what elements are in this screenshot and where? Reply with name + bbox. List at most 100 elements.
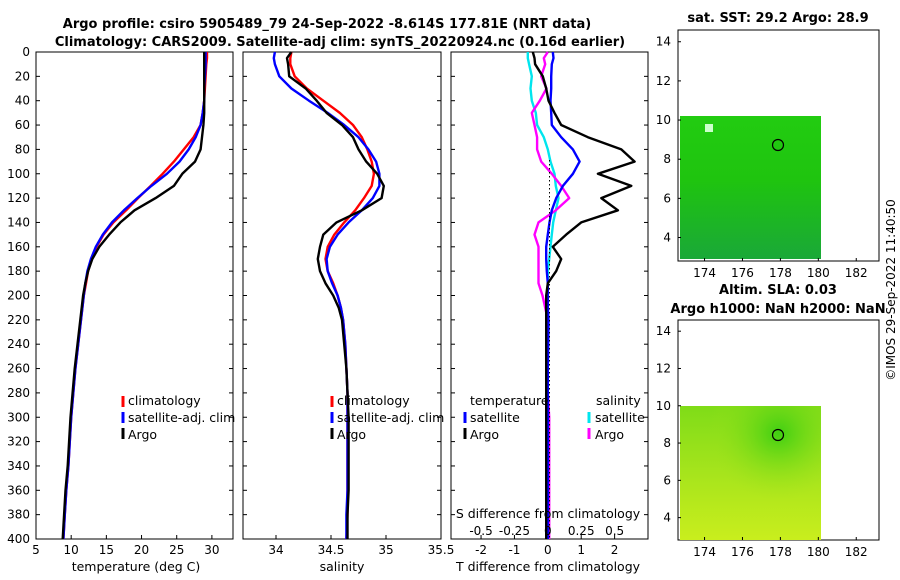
depth-tick-label: 340 — [7, 459, 30, 473]
temperature-tick-label: 10 — [64, 543, 79, 557]
temperature-tick-label: 20 — [134, 543, 149, 557]
legend-climatology: climatology — [337, 393, 410, 408]
map-lat-tick-label: 4 — [663, 511, 671, 525]
t-difference-argo-line — [531, 51, 636, 539]
temperature-tick-label: 25 — [169, 543, 184, 557]
depth-tick-label: 0 — [22, 45, 30, 59]
depth-tick-label: 300 — [7, 410, 30, 424]
sla-map-ticks: 174 176 178 180 182 4 6 8 10 12 14 — [656, 324, 868, 559]
legend-argo: Argo — [128, 427, 157, 442]
legend-climatology: climatology — [128, 393, 201, 408]
t-difference-axis-label: T difference from climatology — [455, 559, 641, 574]
s-difference-tick-label: 0.5 — [605, 524, 624, 538]
salinity-tick-label: 35.5 — [428, 543, 455, 557]
depth-tick-label: 120 — [7, 191, 30, 205]
difference-legend: temperature satellite Argo salinity sate… — [463, 393, 645, 442]
depth-tick-label: 100 — [7, 167, 30, 181]
depth-tick-label: 60 — [15, 118, 30, 132]
legend-t-argo: Argo — [470, 427, 499, 442]
difference-curves — [526, 51, 636, 539]
legend-t-satellite: satellite — [470, 410, 520, 425]
map-lat-tick-label: 14 — [656, 324, 671, 338]
sla-heatmap-high — [680, 406, 821, 540]
map-lat-tick-label: 8 — [663, 152, 671, 166]
depth-tick-label: 220 — [7, 313, 30, 327]
sla-map-title-2: Argo h1000: NaN h2000: NaN — [670, 302, 885, 317]
map-lat-tick-label: 10 — [656, 399, 671, 413]
temperature-argo-line — [61, 52, 206, 540]
salinity-tick-label: 35 — [378, 543, 393, 557]
s-difference-axis-label: S difference from climatology — [456, 506, 641, 521]
depth-tick-label: 260 — [7, 362, 30, 376]
depth-tick-label: 380 — [7, 508, 30, 522]
depth-tick-label: 200 — [7, 289, 30, 303]
title-line-2: Climatology: CARS2009. Satellite-adj cli… — [55, 35, 625, 50]
t-difference-tick-label: -2 — [475, 543, 487, 557]
map-lat-tick-label: 8 — [663, 436, 671, 450]
map-lon-tick-label: 176 — [731, 545, 754, 559]
map-lon-tick-label: 182 — [845, 545, 868, 559]
depth-tick-label: 320 — [7, 435, 30, 449]
map-lat-tick-label: 10 — [656, 113, 671, 127]
map-lat-tick-label: 6 — [663, 473, 671, 487]
map-lat-tick-label: 4 — [663, 231, 671, 245]
map-lon-tick-label: 174 — [693, 266, 716, 280]
map-lon-tick-label: 174 — [693, 545, 716, 559]
depth-tick-label: 140 — [7, 215, 30, 229]
sst-hot-pixel — [705, 124, 713, 132]
t-difference-tick-label: 0 — [544, 543, 552, 557]
depth-tick-label: 180 — [7, 264, 30, 278]
map-lat-tick-label: 14 — [656, 35, 671, 49]
salinity-legend: climatology satellite-adj. clim Argo — [330, 393, 444, 442]
s-difference-tick-label: 0.25 — [568, 524, 595, 538]
t-difference-tick-label: -1 — [508, 543, 520, 557]
sst-map-title: sat. SST: 29.2 Argo: 28.9 — [687, 11, 868, 26]
map-lon-tick-label: 176 — [731, 266, 754, 280]
legend-satellite-adj: satellite-adj. clim — [128, 410, 235, 425]
salinity-tick-label: 34 — [268, 543, 283, 557]
depth-tick-label: 280 — [7, 386, 30, 400]
legend-argo: Argo — [337, 427, 366, 442]
legend-satellite-adj: satellite-adj. clim — [337, 410, 444, 425]
depth-tick-label: 240 — [7, 337, 30, 351]
salinity-x-ticks: 34 34.5 35 35.5 — [268, 543, 454, 557]
depth-tick-label: 160 — [7, 240, 30, 254]
map-lon-tick-label: 180 — [807, 266, 830, 280]
temperature-tick-label: 15 — [99, 543, 114, 557]
depth-tick-label: 40 — [15, 94, 30, 108]
map-lat-tick-label: 12 — [656, 361, 671, 375]
salinity-argo-line — [285, 51, 385, 539]
t-difference-tick-label: 1 — [577, 543, 585, 557]
s-difference-x-ticks: -0.5 -0.25 0 0.25 0.5 — [469, 524, 624, 538]
salinity-satellite-line — [272, 51, 381, 539]
depth-tick-label: 400 — [7, 532, 30, 546]
s-difference-tick-label: -0.5 — [469, 524, 492, 538]
depth-tick-label: 20 — [15, 69, 30, 83]
depth-tick-label: 80 — [15, 142, 30, 156]
depth-tick-label: 360 — [7, 483, 30, 497]
depth-axis: 0 20 40 60 80 100 120 140 160 180 200 220 240 260 280 3… — [7, 45, 30, 546]
sst-map-ticks: 174 176 178 180 182 4 6 8 10 12 14 — [656, 35, 868, 280]
legend-s-argo: Argo — [595, 427, 624, 442]
map-lon-tick-label: 178 — [769, 545, 792, 559]
imos-stamp: ©IMOS 29-Sep-2022 11:40:50 — [884, 199, 898, 381]
s-difference-tick-label: -0.25 — [499, 524, 530, 538]
map-lon-tick-label: 182 — [845, 266, 868, 280]
sst-argo-marker — [771, 138, 785, 152]
t-difference-x-ticks: -2 -1 0 1 2 — [475, 543, 618, 557]
map-lon-tick-label: 180 — [807, 545, 830, 559]
temperature-legend: climatology satellite-adj. clim Argo — [121, 393, 235, 442]
temperature-x-ticks: 5 10 15 20 25 30 — [32, 543, 219, 557]
map-lon-tick-label: 178 — [769, 266, 792, 280]
temperature-satellite-line — [62, 52, 207, 540]
tick-marks — [35, 51, 648, 540]
t-difference-tick-label: 2 — [611, 543, 619, 557]
temperature-axis-label: temperature (deg C) — [72, 559, 201, 574]
legend-temperature-head: temperature — [470, 393, 549, 408]
temperature-tick-label: 5 — [32, 543, 40, 557]
sla-map-title-1: Altim. SLA: 0.03 — [719, 283, 837, 298]
map-lat-tick-label: 12 — [656, 74, 671, 88]
s-difference-tick-label: 0 — [544, 524, 552, 538]
